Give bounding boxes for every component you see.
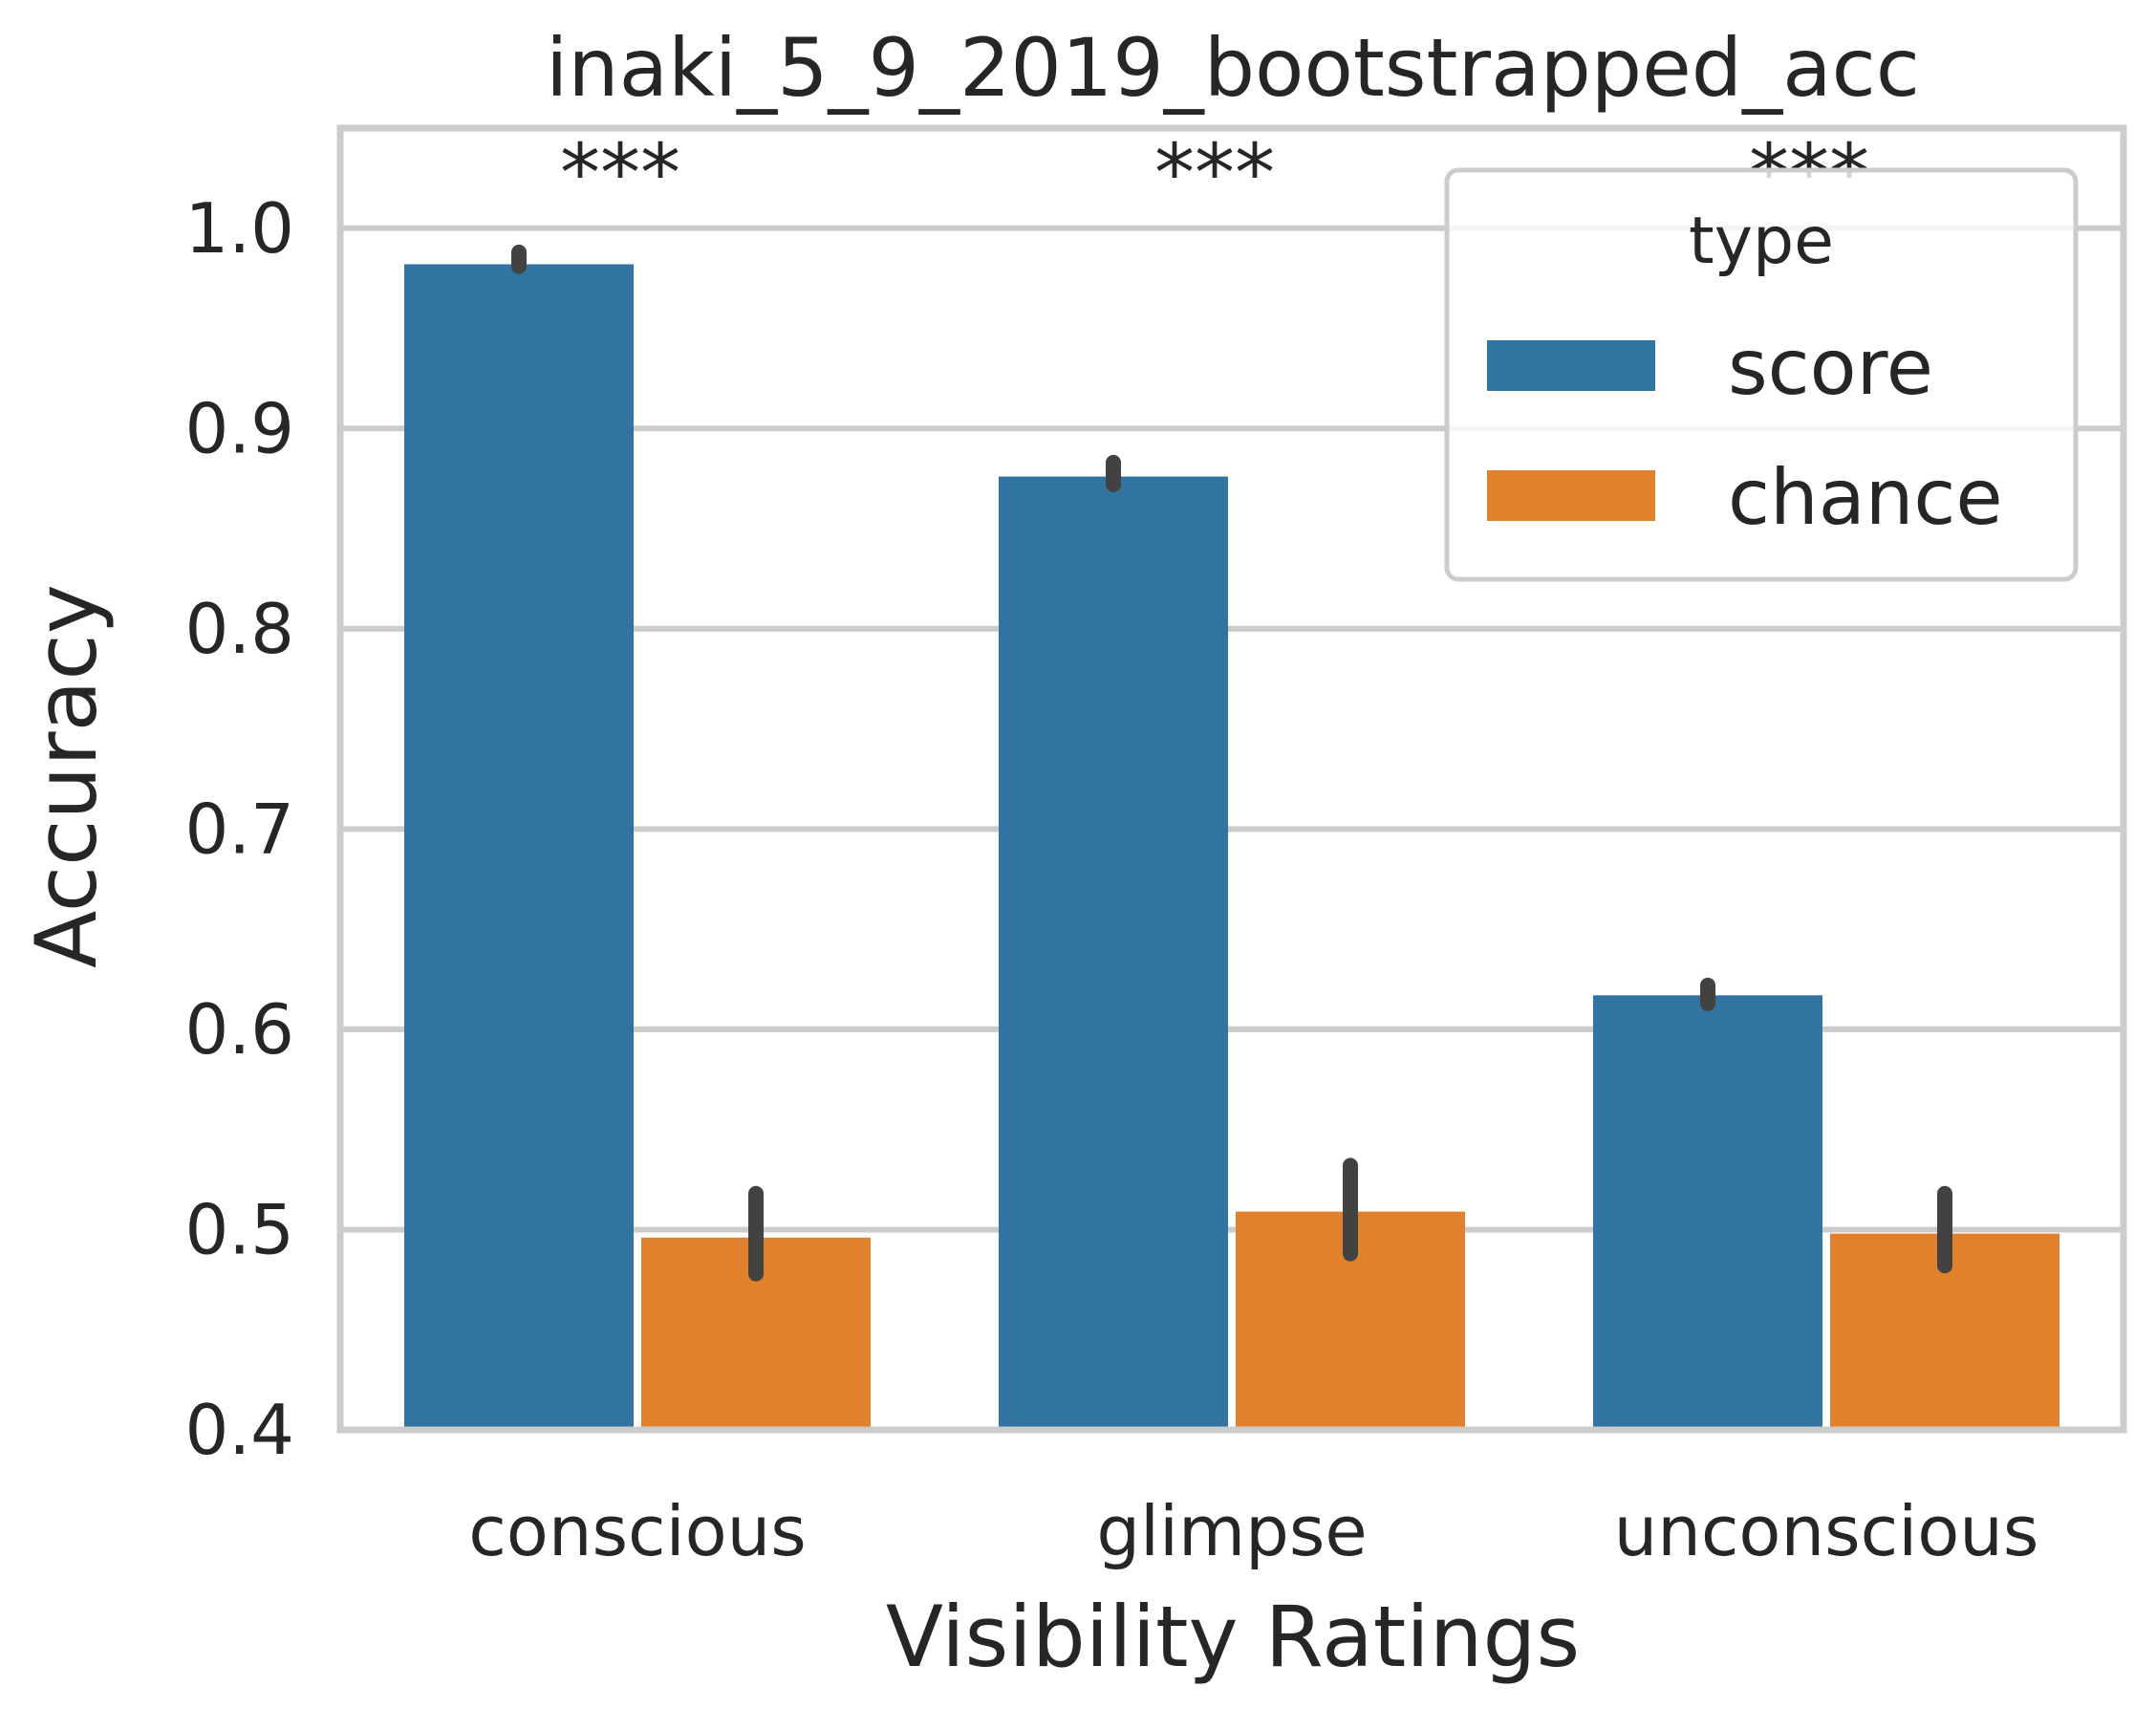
y-tick-label: 0.5 bbox=[184, 1189, 294, 1269]
y-tick-labels: 0.4 0.5 0.6 0.7 0.8 0.9 1.0 bbox=[184, 188, 294, 1470]
legend-label-score: score bbox=[1728, 323, 1933, 412]
chart-title: inaki_5_9_2019_bootstrapped_acc bbox=[546, 21, 1920, 115]
x-axis-label: Visibility Ratings bbox=[886, 1588, 1580, 1686]
bar-score bbox=[404, 264, 634, 1431]
legend-label-chance: chance bbox=[1728, 453, 2003, 542]
plot-frame bbox=[336, 124, 2127, 1434]
legend-title: type bbox=[1689, 204, 1834, 279]
legend: type score chance bbox=[1444, 167, 2079, 582]
bar-score bbox=[1593, 995, 1822, 1430]
legend-swatch-score bbox=[1487, 340, 1655, 391]
legend-swatch-chance bbox=[1487, 470, 1655, 521]
y-tick-label: 1.0 bbox=[184, 188, 294, 269]
x-tick-labels: conscious glimpse unconscious bbox=[468, 1491, 2038, 1571]
y-tick-label: 0.9 bbox=[184, 388, 294, 468]
x-tick-label: glimpse bbox=[1096, 1491, 1367, 1571]
significance-label: *** bbox=[1154, 126, 1275, 220]
y-axis-label: Accuracy bbox=[17, 584, 116, 968]
bar-score bbox=[999, 476, 1228, 1430]
y-tick-label: 0.8 bbox=[184, 589, 294, 669]
error-bars bbox=[511, 244, 1952, 1282]
x-tick-label: unconscious bbox=[1614, 1491, 2039, 1571]
significance-label: *** bbox=[560, 126, 680, 220]
y-tick-label: 0.6 bbox=[184, 989, 294, 1070]
gridlines bbox=[340, 225, 2124, 1233]
x-tick-label: conscious bbox=[468, 1491, 807, 1571]
y-tick-label: 0.4 bbox=[184, 1390, 294, 1470]
bars bbox=[404, 264, 2059, 1431]
y-tick-label: 0.7 bbox=[184, 789, 294, 869]
